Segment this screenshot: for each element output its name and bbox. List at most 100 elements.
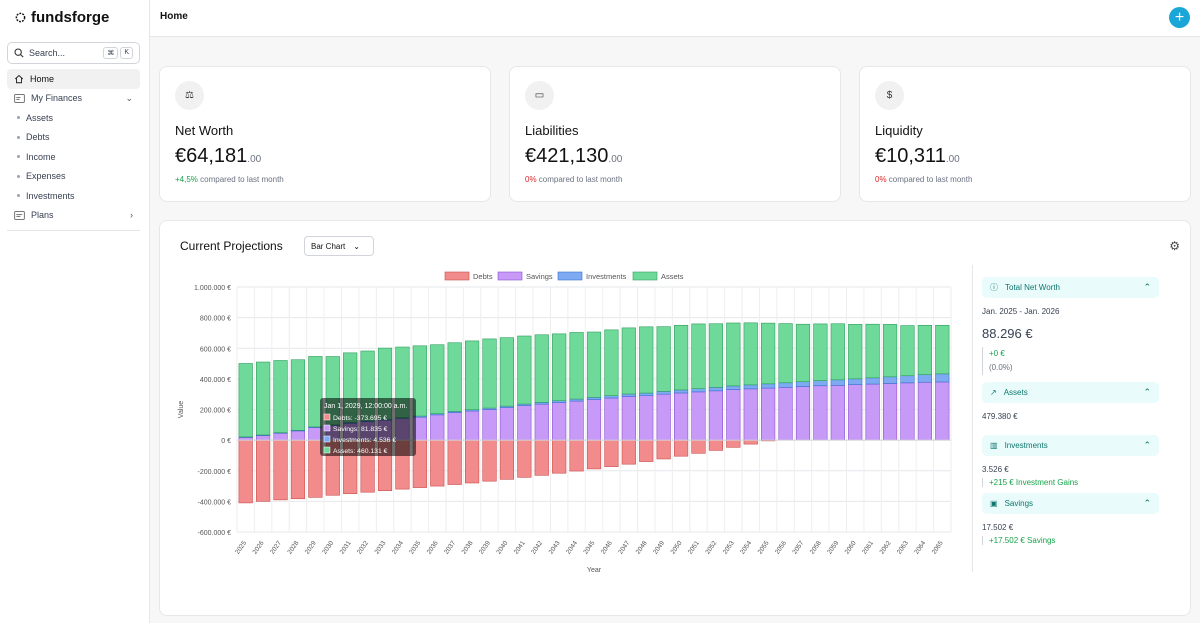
bar-assets: [273, 360, 288, 433]
tooltip-box: [320, 398, 416, 456]
bar-investments: [708, 387, 723, 392]
x-tick-label: 2031: [339, 539, 353, 555]
x-tick-label: 2058: [809, 539, 823, 555]
nav-expenses[interactable]: Expenses: [7, 167, 140, 187]
dollar-icon: $: [875, 81, 904, 110]
x-tick-label: 2048: [635, 539, 649, 555]
y-tick-label: -400.000 €: [198, 499, 232, 506]
bar-savings: [290, 430, 306, 441]
bar-assets: [430, 344, 445, 414]
bar-savings: [813, 385, 828, 441]
projections-card: Current Projections Bar Chart ⌄ ⚙ 1.000.0…: [159, 220, 1191, 616]
bar-assets: [604, 329, 619, 396]
nav-plans-label: Plans: [31, 210, 54, 221]
x-tick-label: 2027: [269, 539, 283, 555]
nav-plans[interactable]: Plans ›: [7, 206, 140, 226]
kpi-change-value: 0%: [525, 175, 537, 184]
legend-swatch-debts: [444, 271, 470, 281]
bar-investments: [865, 377, 880, 385]
bar-debts: [552, 439, 567, 474]
total-net-worth-header[interactable]: ⓘ Total Net Worth ⌃: [982, 277, 1159, 298]
bar-debts: [290, 439, 306, 500]
bullet-icon: [17, 155, 20, 159]
kpi-amount: €64,181: [175, 145, 248, 167]
x-tick-label: 2038: [461, 539, 475, 555]
kpi-cents: .00: [247, 154, 262, 165]
x-tick-label: 2045: [582, 539, 596, 555]
projections-chart[interactable]: 1.000.000 € 800.000 € 600.000 € 400.000 € 20…: [165, 265, 955, 575]
chart-type-select[interactable]: Bar Chart ⌄: [304, 236, 374, 256]
bar-savings: [726, 389, 741, 441]
x-tick-label: 2030: [321, 539, 335, 555]
bar-investments: [604, 395, 619, 399]
bar-savings: [430, 414, 445, 441]
bullet-icon: [17, 194, 20, 198]
bar-investments: [621, 393, 636, 397]
bar-debts: [586, 439, 602, 470]
bar-investments: [656, 391, 671, 395]
bar-debts: [691, 439, 706, 454]
savings-header[interactable]: ▣ Savings ⌃: [982, 493, 1159, 514]
nav-home[interactable]: Home: [7, 69, 140, 89]
net-worth-change: +0 € (0.0%): [982, 347, 1159, 375]
bar-assets: [848, 324, 863, 380]
bar-debts: [273, 439, 288, 501]
nav-my-finances-label: My Finances: [31, 93, 83, 104]
nav-investments[interactable]: Investments: [7, 186, 140, 206]
y-tick-label: 0 €: [221, 438, 231, 445]
sidebar-divider: [7, 230, 140, 231]
kpi-label: Liquidity: [875, 123, 923, 138]
chevron-up-icon: ⌃: [1143, 282, 1151, 292]
bar-assets: [830, 323, 845, 381]
nav-debts-label: Debts: [26, 132, 50, 143]
legend-swatch-assets: [632, 271, 658, 281]
bar-investments: [795, 381, 811, 387]
search-input[interactable]: Search... ⌘ K: [7, 42, 140, 64]
search-shortcut: ⌘ K: [103, 47, 133, 59]
legend-swatch-investments: [557, 271, 583, 281]
nav-income[interactable]: Income: [7, 147, 140, 167]
kpi-change-text: compared to last month: [888, 175, 973, 184]
nw-change-value: +0 €: [989, 349, 1005, 358]
investments-header[interactable]: ▥ Investments ⌃: [982, 435, 1159, 456]
liquidity-card: $ Liquidity €10,311.00 0% compared to la…: [859, 66, 1191, 202]
y-tick-label: 1.000.000 €: [194, 285, 231, 292]
app-logo[interactable]: fundsforge: [15, 9, 109, 26]
bar-assets: [726, 322, 741, 387]
total-net-worth-label: Total Net Worth: [1005, 283, 1060, 292]
bar-investments: [726, 385, 741, 390]
gear-icon[interactable]: ⚙: [1169, 239, 1180, 253]
bar-debts: [499, 439, 515, 480]
x-tick-label: 2055: [757, 539, 771, 555]
bar-debts: [708, 439, 723, 451]
bar-investments: [743, 384, 758, 390]
bar-debts: [482, 439, 497, 482]
assets-label: Assets: [1003, 388, 1028, 397]
bar-assets: [238, 363, 253, 438]
bar-assets: [465, 340, 480, 410]
nav-assets[interactable]: Assets: [7, 108, 140, 128]
kpi-label: Liabilities: [525, 123, 579, 138]
bar-savings: [517, 405, 532, 441]
bar-savings: [900, 382, 915, 441]
nav-home-label: Home: [30, 73, 55, 84]
bar-investments: [882, 376, 898, 384]
x-tick-label: 2052: [704, 539, 718, 555]
bar-investments: [673, 389, 689, 394]
add-button[interactable]: +: [1169, 7, 1190, 28]
assets-header[interactable]: ↗ Assets ⌃: [982, 382, 1159, 403]
bar-savings: [465, 410, 480, 441]
kpi-amount: €10,311: [875, 145, 946, 167]
tooltip-swatch-debts: [323, 413, 331, 421]
bar-investments: [639, 392, 654, 397]
x-tick-label: 2028: [286, 539, 300, 555]
x-tick-label: 2065: [931, 539, 945, 555]
kpi-change-text: compared to last month: [538, 175, 623, 184]
bar-debts: [569, 439, 584, 472]
x-tick-label: 2039: [478, 539, 492, 555]
chevron-down-icon: ⌄: [125, 92, 133, 103]
y-tick-label: 400.000 €: [200, 377, 231, 384]
nav-my-finances[interactable]: My Finances ⌄: [7, 89, 140, 109]
x-tick-label: 2054: [739, 539, 753, 555]
nav-debts[interactable]: Debts: [7, 128, 140, 148]
